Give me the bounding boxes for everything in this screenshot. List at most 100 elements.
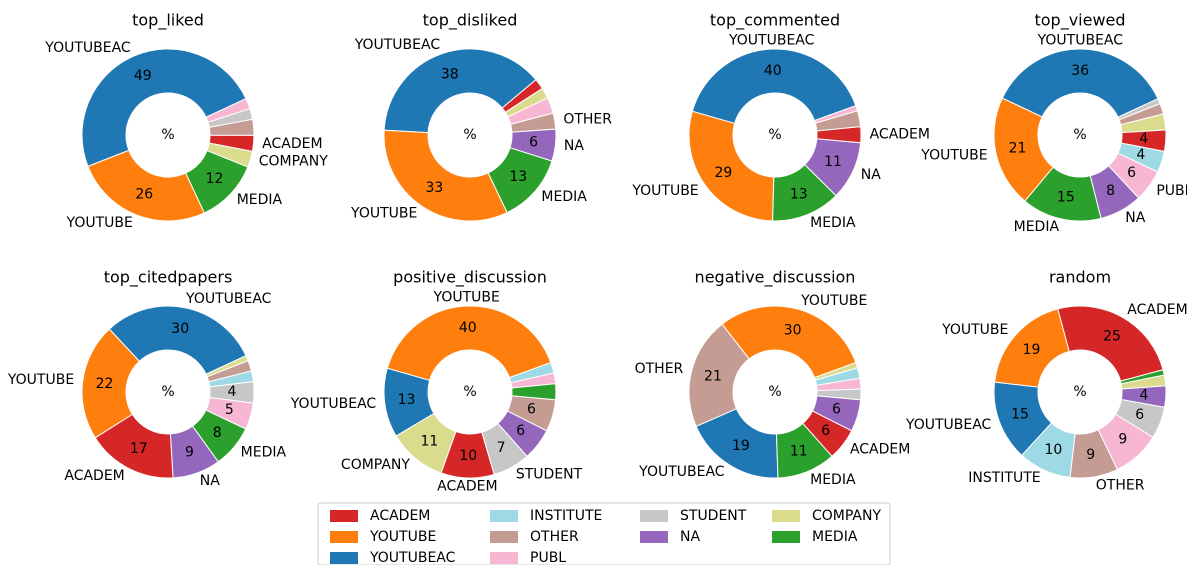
legend-swatch [640,531,668,543]
value-label: 6 [1135,407,1144,423]
value-label: 13 [509,169,527,185]
value-label: 11 [790,443,808,459]
value-label: 13 [790,186,808,202]
slice-label: YOUTUBEAC [905,417,992,433]
legend-swatch [490,531,518,543]
slice-label: YOUTUBE [433,289,500,305]
chart-title: top_citedpapers [104,268,233,288]
slice [1119,369,1165,385]
slice-label: NA [861,167,881,183]
value-label: 29 [714,165,732,181]
legend-label: OTHER [530,529,579,545]
legend-swatch [490,552,518,564]
slice-label: YOUTUBE [941,322,1008,338]
value-label: 6 [529,135,538,151]
slice-label: YOUTUBEAC [354,37,441,53]
value-label: 21 [704,368,722,384]
value-label: 10 [459,448,477,464]
value-label: 6 [527,402,536,418]
slice-label: YOUTUBEAC [290,396,377,412]
value-label: 9 [1118,432,1127,448]
value-label: 13 [398,392,416,408]
slice [501,79,543,113]
slice-label: YOUTUBEAC [185,291,272,307]
slice-label: MEDIA [237,192,283,208]
center-label: % [1073,384,1086,400]
value-label: 19 [1023,342,1041,358]
slice-label: NA [564,138,584,154]
value-label: 9 [185,444,194,460]
slice-label: MEDIA [1014,219,1060,235]
chart-title: random [1049,268,1111,287]
value-label: 4 [228,384,237,400]
slice-label: YOUTUBE [66,215,133,231]
legend-swatch [330,510,358,522]
legend-swatch [640,510,668,522]
slice-label: NA [200,473,220,489]
center-label: % [463,127,476,143]
center-label: % [161,127,174,143]
value-label: 36 [1071,63,1089,79]
slice [81,48,247,168]
slice-label: ACADEM [850,442,910,458]
slice [508,361,555,384]
slice [205,97,251,123]
value-label: 11 [420,433,438,449]
legend-swatch [330,531,358,543]
chart-title: top_disliked [423,11,518,31]
chart-title: negative_discussion [695,268,856,288]
legend-swatch [490,510,518,522]
legend-label: COMPANY [812,508,881,524]
slice-label: YOUTUBEAC [638,464,725,480]
slice [691,48,857,125]
slice-label: YOUTUBE [800,293,867,309]
slice-label: COMPANY [259,154,328,170]
slice-label: YOUTUBE [7,372,74,388]
value-label: 11 [824,154,842,170]
slice-label: MEDIA [810,215,856,231]
value-label: 21 [1009,141,1027,157]
slice [108,305,247,375]
chart-title: top_viewed [1034,11,1125,31]
slice-label: ACADEM [437,479,497,495]
slice-label: YOUTUBEAC [728,32,815,48]
slice-label: COMPANY [341,457,410,473]
chart-title: top_commented [710,11,840,31]
value-label: 40 [459,320,477,336]
value-label: 6 [516,423,525,439]
slice [1001,48,1159,118]
slice [1057,305,1164,382]
value-label: 6 [832,402,841,418]
value-label: 30 [784,322,802,338]
value-label: 5 [225,402,234,418]
slice-label: YOUTUBEAC [44,40,131,56]
value-label: 40 [764,63,782,79]
legend-swatch [772,531,800,543]
legend-swatch [772,510,800,522]
value-label: 30 [171,321,189,337]
slice [81,328,141,439]
value-label: 8 [213,425,222,441]
slice-label: NA [1125,210,1145,226]
slice-label: ACADEM [64,468,124,484]
value-label: 9 [1086,447,1095,463]
slice-label: MEDIA [541,189,587,205]
legend-label: PUBL [530,550,566,565]
value-label: 49 [134,68,152,84]
value-label: 6 [1127,165,1136,181]
legend-label: MEDIA [812,529,858,545]
value-label: 15 [1011,406,1029,422]
center-label: % [1073,127,1086,143]
slice-label: OTHER [1096,477,1145,493]
legend-label: ACADEM [370,508,430,524]
value-label: 17 [130,441,148,457]
slice-label: ACADEM [262,136,322,152]
value-label: 26 [135,186,153,202]
value-label: 19 [732,438,750,454]
slice [383,129,508,222]
value-label: 22 [96,376,114,392]
slice-label: ACADEM [870,127,930,143]
slice-label: OTHER [563,112,612,128]
slice [87,149,206,222]
